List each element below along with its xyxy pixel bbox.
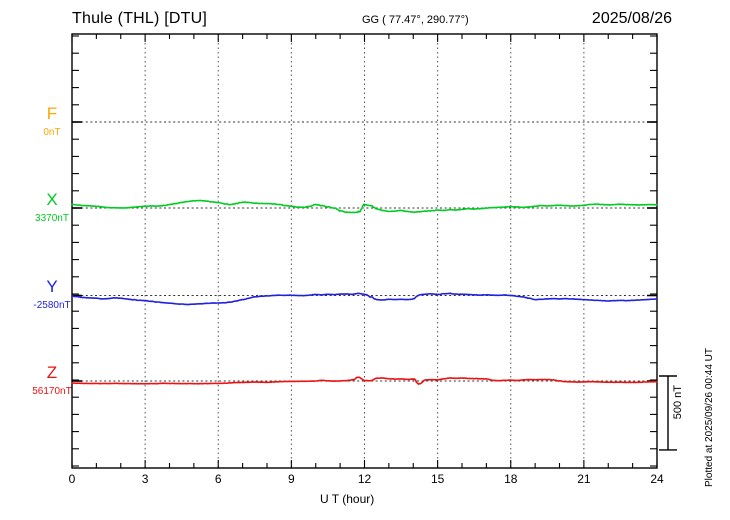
x-tick-label: 12 [357, 472, 372, 486]
component-baseline-z: 56170nT [32, 386, 72, 397]
x-tick-label: 21 [577, 472, 591, 486]
grid-lines [144, 34, 585, 468]
component-baseline-f: 0nT [43, 127, 61, 138]
axis-ticks [71, 34, 658, 468]
x-tick-label: 18 [504, 472, 518, 486]
x-tick-label: 15 [430, 472, 445, 486]
geographic-coordinates: GG ( 77.47°, 290.77°) [362, 14, 469, 26]
x-tick-label: 6 [214, 472, 222, 486]
trace-y [71, 292, 658, 306]
x-tick-label: 3 [141, 472, 149, 486]
scale-bar-label: 500 nT [672, 385, 684, 420]
scale-bar [659, 375, 677, 451]
x-tick-label: 0 [68, 472, 76, 486]
data-traces [71, 199, 658, 385]
x-axis-title: U T (hour) [320, 492, 375, 506]
observation-date: 2025/08/26 [591, 10, 672, 27]
trace-z [71, 376, 658, 385]
component-baseline-x: 3370nT [35, 213, 69, 224]
trace-x [71, 199, 658, 214]
station-title: Thule (THL) [DTU] [72, 10, 207, 27]
plotted-at-timestamp: Plotted at 2025/09/26 00:44 UT [704, 348, 715, 487]
component-label-x: X [46, 190, 58, 209]
x-tick-label: 24 [650, 472, 664, 486]
component-baseline-y: -2580nT [33, 300, 71, 311]
x-tick-label: 9 [288, 472, 295, 486]
component-label-z: Z [46, 363, 58, 382]
component-label-y: Y [46, 277, 58, 296]
component-label-f: F [46, 104, 58, 123]
